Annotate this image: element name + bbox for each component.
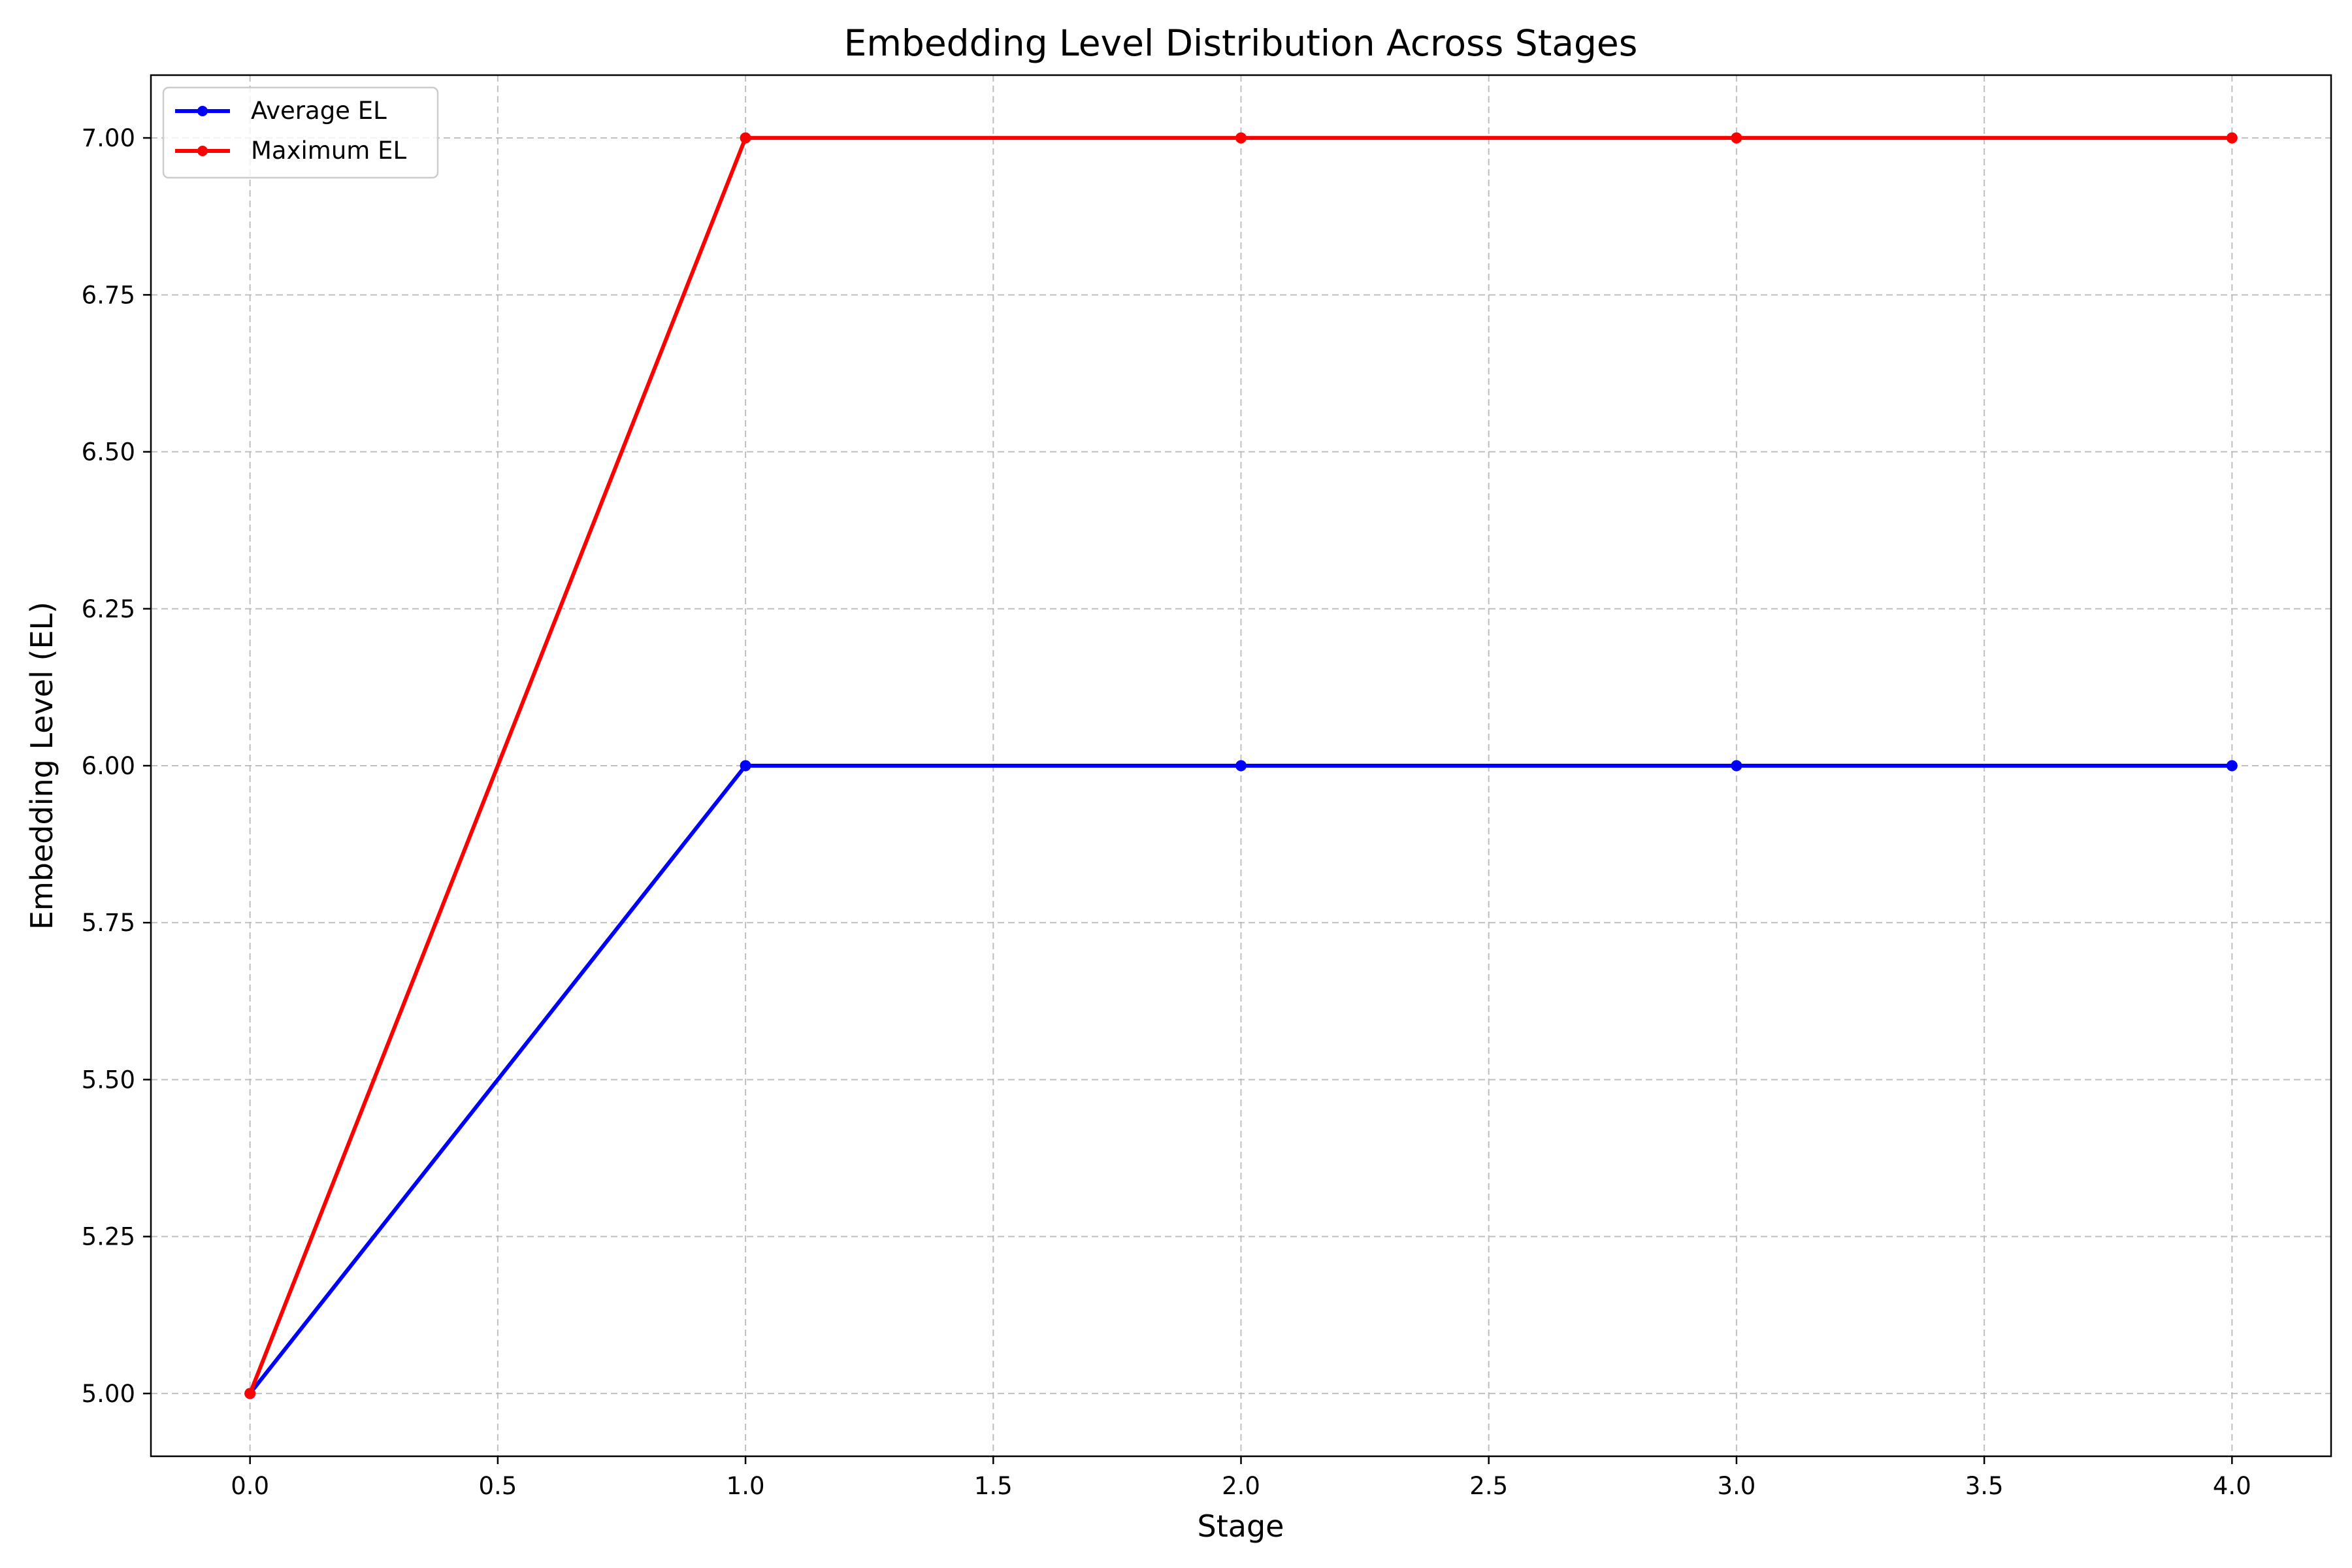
data-point-average-el	[740, 760, 751, 772]
legend-marker-maximum-el	[197, 146, 208, 156]
y-tick-label: 5.75	[82, 909, 135, 937]
legend-label-maximum-el: Maximum EL	[251, 137, 406, 165]
data-point-maximum-el	[1731, 132, 1742, 144]
series-layer	[244, 132, 2238, 1399]
data-point-maximum-el	[2226, 132, 2238, 144]
legend-marker-average-el	[197, 106, 208, 116]
x-axis-label: Stage	[1198, 1509, 1284, 1544]
y-axis-label: Embedding Level (EL)	[24, 602, 59, 930]
x-tick-label: 0.5	[478, 1472, 517, 1500]
data-point-average-el	[1235, 760, 1247, 772]
x-tick-label: 1.0	[727, 1472, 765, 1500]
data-point-maximum-el	[740, 132, 751, 144]
x-tick-label: 4.0	[2213, 1472, 2251, 1500]
legend-label-average-el: Average EL	[251, 97, 387, 125]
x-tick-label: 1.5	[974, 1472, 1013, 1500]
y-tick-label: 6.00	[82, 752, 135, 780]
y-tick-label: 7.00	[82, 124, 135, 152]
x-tick-label: 3.0	[1717, 1472, 1756, 1500]
y-tick-label: 5.25	[82, 1223, 135, 1251]
x-tick-label: 0.0	[231, 1472, 269, 1500]
legend: Average EL Maximum EL	[162, 86, 439, 179]
x-tick-label: 2.0	[1222, 1472, 1260, 1500]
data-point-maximum-el	[1235, 132, 1247, 144]
legend-box	[162, 86, 439, 179]
y-tick-label: 6.25	[82, 595, 135, 623]
y-tick-label: 5.50	[82, 1066, 135, 1094]
y-tick-label: 5.00	[82, 1380, 135, 1408]
chart-title: Embedding Level Distribution Across Stag…	[844, 22, 1638, 64]
data-point-average-el	[2226, 760, 2238, 772]
axis-ticks: 0.0 0.5 1.0 1.5 2.0 2.5 3.0 3.5 4.0 5.00 5.25 5.50 5…	[82, 124, 2251, 1500]
data-point-maximum-el	[244, 1388, 256, 1399]
x-tick-label: 2.5	[1469, 1472, 1508, 1500]
data-point-average-el	[1731, 760, 1742, 772]
y-tick-label: 6.75	[82, 281, 135, 309]
y-tick-label: 6.50	[82, 438, 135, 466]
x-tick-label: 3.5	[1965, 1472, 2004, 1500]
